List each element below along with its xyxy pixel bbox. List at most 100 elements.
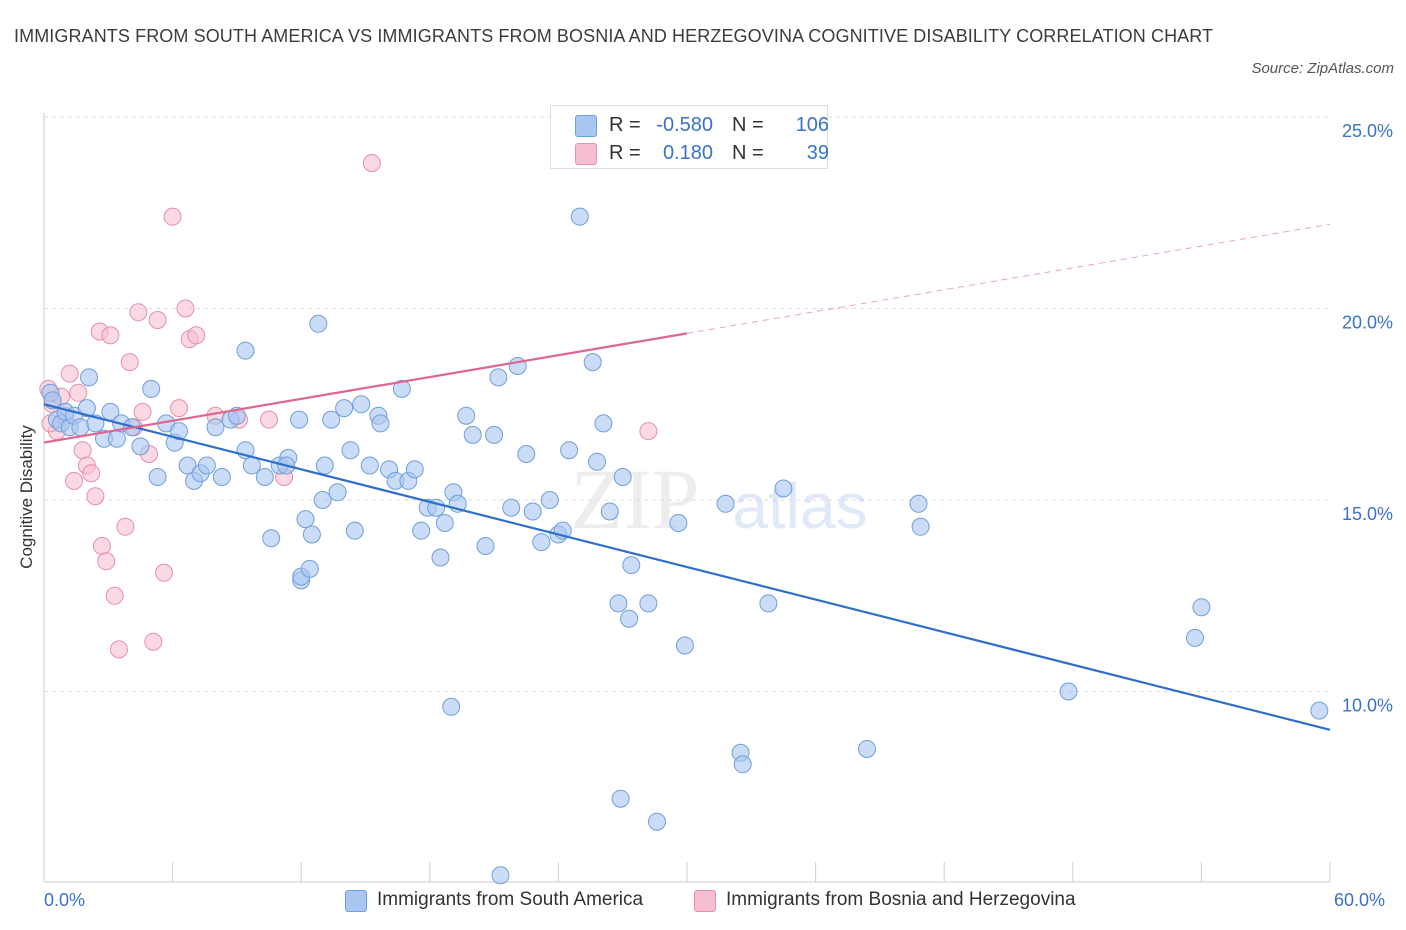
south-america-point: [1059, 682, 1078, 701]
south-america-point: [131, 437, 150, 456]
south-america-point: [315, 456, 334, 475]
south-america-point: [442, 697, 461, 716]
south-america-point: [328, 483, 347, 502]
y-tick-label: 15.0%: [1342, 504, 1393, 524]
south-america-point: [360, 456, 379, 475]
trend-lines: [43, 223, 1331, 731]
watermark-atlas: atlas: [732, 470, 867, 542]
south-america-point: [296, 510, 315, 529]
south-america-point: [313, 491, 332, 509]
south-america-point: [197, 456, 216, 475]
south-america-point: [412, 521, 431, 540]
south-america-point: [622, 556, 641, 575]
bosnia-point: [362, 154, 381, 172]
south-america-point: [620, 609, 639, 628]
south-america-point: [309, 314, 328, 333]
x-tick-label-max: 60.0%: [1334, 890, 1386, 910]
south-america-point: [457, 406, 476, 425]
south-america-point: [583, 353, 602, 372]
bosnia-point: [97, 552, 116, 571]
south-america-point: [485, 425, 504, 444]
bosnia-point: [639, 422, 658, 441]
x-tick-label-min: 0.0%: [44, 890, 86, 910]
south-america-point: [80, 368, 98, 387]
south-america-point: [290, 410, 309, 429]
south-america-point: [523, 502, 542, 521]
south-america-point: [648, 812, 666, 831]
south-america-point: [1186, 628, 1204, 647]
bosnia-trend-line: [43, 332, 688, 444]
south-america-point: [613, 468, 632, 486]
south-america-point: [302, 525, 321, 544]
y-tick-label: 10.0%: [1342, 696, 1393, 716]
y-tick-label: 25.0%: [1342, 121, 1393, 141]
south-america-point: [909, 494, 928, 513]
bosnia-point: [120, 353, 139, 372]
source-credit: Source: ZipAtlas.com: [1251, 60, 1394, 77]
south-america-point: [570, 207, 589, 226]
bosnia-point: [129, 303, 148, 322]
bosnia-point: [133, 402, 152, 421]
south-america-point: [858, 740, 876, 758]
bosnia-point: [176, 299, 195, 318]
south-america-point: [1192, 598, 1211, 617]
south-america-point: [107, 429, 126, 448]
bosnia-point: [73, 441, 92, 460]
south-america-point: [170, 422, 188, 441]
south-america-point: [345, 521, 364, 540]
swatch-pink: [575, 143, 597, 165]
south-america-trend-line: [43, 403, 1331, 731]
bosnia-point: [92, 537, 111, 555]
south-america-point: [435, 514, 454, 532]
south-america-point: [911, 517, 930, 536]
south-america-point: [142, 379, 161, 398]
south-america-point: [341, 441, 360, 460]
south-america-point: [609, 594, 628, 613]
n-value: 39: [806, 142, 829, 164]
south-america-point: [322, 410, 341, 429]
bosnia-point: [105, 586, 124, 605]
south-america-point: [594, 414, 613, 433]
south-america-point: [639, 594, 658, 613]
r-label: R =: [609, 114, 641, 136]
south-america-point: [206, 418, 225, 437]
south-america-point: [588, 452, 606, 471]
south-america-point: [600, 502, 619, 521]
axes: [43, 113, 1331, 883]
y-tick-label: 20.0%: [1342, 313, 1393, 333]
swatch-blue: [575, 115, 597, 137]
south-america-point: [491, 866, 510, 885]
bosnia-point: [163, 207, 182, 226]
south-america-point: [774, 479, 793, 498]
n-label: N =: [732, 142, 764, 164]
south-america-point: [560, 441, 579, 460]
south-america-point: [71, 418, 90, 437]
south-america-point: [236, 341, 255, 360]
south-america-point: [335, 399, 354, 418]
south-america-point: [716, 494, 735, 513]
south-america-point: [300, 559, 319, 578]
r-label: R =: [609, 142, 641, 164]
south-america-point: [148, 468, 167, 486]
bosnia-point: [170, 399, 188, 418]
watermark: ZIP atlas: [571, 451, 868, 547]
south-america-point: [405, 460, 424, 479]
bosnia-point: [144, 632, 163, 651]
south-america-point: [262, 529, 281, 548]
bosnia-trend-line-extension: [686, 223, 1331, 334]
south-america-point: [212, 468, 231, 486]
bosnia-point: [82, 464, 101, 483]
south-america-point: [669, 514, 688, 532]
n-value: 106: [795, 114, 829, 136]
south-america-point: [371, 414, 390, 433]
bosnia-point: [148, 311, 167, 329]
south-america-point: [611, 789, 630, 808]
bosnia-point: [60, 364, 79, 383]
legend-label: Immigrants from South America: [377, 889, 644, 910]
south-america-point: [759, 594, 778, 613]
south-america-point: [675, 636, 694, 655]
grid-lines: [44, 116, 1330, 692]
south-america-point: [255, 468, 274, 486]
south-america-point: [1310, 701, 1329, 720]
